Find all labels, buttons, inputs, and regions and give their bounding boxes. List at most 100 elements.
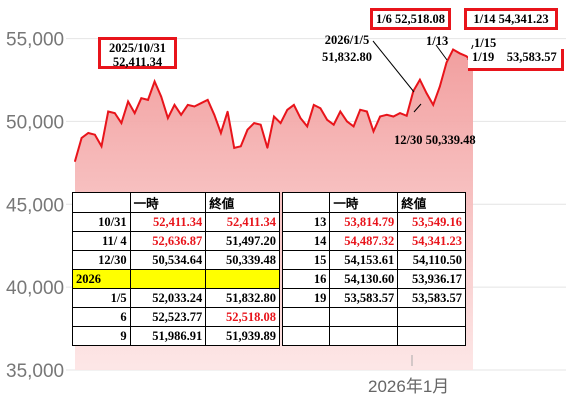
annotation-box-0114: 1/14 54,341.23 [464, 8, 558, 30]
close-cell: 51,497.20 [205, 231, 280, 251]
table-row [281, 326, 466, 346]
row-date-cell: 15 [281, 250, 331, 270]
close-cell: 53,936.17 [397, 269, 466, 289]
data-point [379, 115, 381, 118]
data-point [74, 160, 76, 162]
data-point [273, 115, 275, 118]
table-row [281, 307, 466, 327]
data-point [226, 110, 229, 113]
data-point [100, 145, 103, 148]
intraday-high-cell: 52,636.87 [129, 231, 207, 251]
annotation-box-1031: 2025/10/31 52,411.34 [98, 37, 177, 69]
annotation-0105-date: 2026/1/5 [324, 33, 370, 47]
data-point [359, 109, 362, 111]
data-point [372, 130, 375, 133]
data-point [107, 110, 109, 113]
row-date-cell: 10/31 [72, 212, 131, 232]
close-cell: 52,411.34 [205, 212, 280, 232]
data-point [432, 104, 435, 106]
intraday-high-cell: 54,130.60 [329, 269, 399, 289]
data-point [153, 80, 156, 83]
table-row: 11/ 4 52,636.87 51,497.20 [72, 231, 280, 251]
table-row: 2026 [72, 269, 280, 289]
row-date-cell: 19 [281, 288, 331, 308]
data-point [206, 99, 209, 101]
data-point [299, 117, 302, 119]
close-cell: 54,341.23 [397, 231, 466, 251]
close-cell [397, 307, 466, 327]
data-point [439, 85, 441, 88]
series-points [74, 48, 474, 162]
quote-table-right: 一時 終値 13 53,814.79 53,549.16 14 54,487.32 54,34… [281, 192, 466, 346]
intraday-high-cell: 54,487.32 [329, 231, 399, 251]
intraday-high-cell: 53,814.79 [329, 212, 399, 232]
data-point [80, 137, 83, 139]
table-row: 10/31 52,411.34 52,411.34 [72, 212, 280, 232]
data-point [332, 123, 335, 126]
close-cell [397, 326, 466, 346]
row-date-cell: 1/5 [72, 288, 131, 308]
close-cell: 53,583.57 [397, 288, 466, 308]
table-row: 13 53,814.79 53,549.16 [281, 212, 466, 232]
data-point [386, 114, 388, 116]
annotation-0105: 2026/1/5 51,832.80 [322, 33, 372, 64]
data-point [173, 104, 176, 106]
y-axis: 55,000 50,000 45,000 40,000 35,000 [6, 30, 64, 382]
close-cell: 52,518.08 [205, 307, 280, 327]
table-row: 15 54,153.61 54,110.50 [281, 250, 466, 270]
data-point [167, 117, 169, 119]
table-row: 1/5 52,033.24 51,832.80 [72, 288, 280, 308]
data-point [339, 110, 342, 113]
intraday-high-cell: 54,153.61 [329, 250, 399, 270]
data-point [114, 112, 116, 114]
intraday-high-cell [129, 269, 207, 289]
data-point [445, 61, 448, 64]
data-point [253, 122, 255, 124]
row-date-cell [281, 307, 331, 327]
annotation-0114-text: 1/14 54,341.23 [473, 12, 549, 26]
annotation-box-0106: 1/6 52,518.08 [370, 8, 451, 30]
table-row: 14 54,487.32 54,341.23 [281, 231, 466, 251]
data-point [94, 133, 96, 136]
column-header [281, 192, 331, 213]
annotation-0113: 1/13 [426, 34, 449, 48]
data-point [319, 107, 322, 109]
data-point [147, 99, 149, 101]
row-date-cell: 14 [281, 231, 331, 251]
data-point [133, 112, 136, 114]
annotation-0106-text: 1/6 52,518.08 [375, 12, 446, 26]
data-point [286, 109, 289, 111]
y-tick-label: 40,000 [6, 278, 64, 299]
y-tick-label: 50,000 [6, 112, 64, 133]
data-point [240, 145, 242, 148]
intraday-high-cell: 52,411.34 [129, 212, 207, 232]
table-row: 12/30 50,534.64 50,339.48 [72, 250, 280, 270]
row-date-cell: 12/30 [72, 250, 131, 270]
y-tick-label: 55,000 [6, 30, 64, 51]
data-point [458, 52, 461, 55]
close-cell: 54,110.50 [397, 250, 466, 270]
column-header: 終値 [397, 192, 466, 213]
data-point [405, 115, 408, 117]
data-point [266, 147, 269, 149]
row-date-cell [281, 326, 331, 346]
row-date-cell: 11/ 4 [72, 231, 131, 251]
data-point [213, 114, 216, 116]
row-date-cell: 9 [72, 326, 131, 346]
intraday-high-cell [329, 326, 399, 346]
data-point [306, 125, 309, 128]
data-point [452, 48, 454, 51]
data-point [187, 104, 189, 106]
data-point [259, 123, 262, 126]
data-point [366, 110, 368, 113]
data-point [127, 100, 129, 103]
close-cell: 51,939.89 [205, 326, 280, 346]
annotation-1031-date: 2025/10/31 [109, 41, 166, 55]
data-point [120, 122, 123, 124]
table-row: 6 52,523.77 52,518.08 [72, 307, 280, 327]
table-row: 19 53,583.57 53,583.57 [281, 288, 466, 308]
row-date-cell: 2026 [72, 269, 131, 289]
column-header: 一時 [329, 192, 399, 213]
data-point [180, 114, 182, 116]
column-header [72, 192, 131, 213]
